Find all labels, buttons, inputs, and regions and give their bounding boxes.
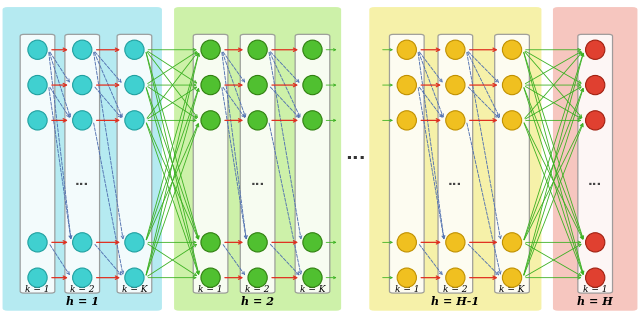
Text: ...: ... (448, 175, 463, 188)
Ellipse shape (445, 40, 465, 59)
FancyBboxPatch shape (295, 34, 330, 293)
Text: ...: ... (250, 175, 265, 188)
FancyBboxPatch shape (390, 34, 424, 293)
Ellipse shape (201, 75, 220, 95)
Text: k = 1: k = 1 (25, 285, 50, 294)
Ellipse shape (248, 111, 268, 130)
FancyBboxPatch shape (117, 34, 152, 293)
Ellipse shape (28, 233, 47, 252)
Ellipse shape (502, 233, 522, 252)
Ellipse shape (445, 268, 465, 287)
Ellipse shape (125, 111, 144, 130)
Text: k = K: k = K (122, 285, 147, 294)
Ellipse shape (502, 40, 522, 59)
Text: ...: ... (75, 175, 90, 188)
Ellipse shape (125, 40, 144, 59)
Text: k = 1: k = 1 (583, 285, 607, 294)
Ellipse shape (586, 268, 605, 287)
FancyBboxPatch shape (438, 34, 473, 293)
Ellipse shape (397, 268, 417, 287)
Text: h = H: h = H (577, 296, 613, 307)
Text: h = 1: h = 1 (66, 296, 99, 307)
Ellipse shape (72, 268, 92, 287)
FancyBboxPatch shape (174, 7, 341, 311)
FancyBboxPatch shape (193, 34, 228, 293)
FancyBboxPatch shape (553, 7, 637, 311)
Ellipse shape (248, 40, 268, 59)
Ellipse shape (445, 111, 465, 130)
Ellipse shape (586, 233, 605, 252)
Ellipse shape (502, 268, 522, 287)
Ellipse shape (201, 111, 220, 130)
Ellipse shape (201, 40, 220, 59)
Ellipse shape (502, 75, 522, 95)
Ellipse shape (445, 75, 465, 95)
Ellipse shape (303, 111, 322, 130)
Ellipse shape (303, 40, 322, 59)
Ellipse shape (125, 75, 144, 95)
Ellipse shape (303, 268, 322, 287)
Text: k = K: k = K (499, 285, 525, 294)
Text: k = 2: k = 2 (70, 285, 95, 294)
FancyBboxPatch shape (369, 7, 541, 311)
Ellipse shape (586, 40, 605, 59)
Ellipse shape (248, 233, 268, 252)
Text: ...: ... (345, 145, 365, 163)
FancyBboxPatch shape (578, 34, 612, 293)
Ellipse shape (28, 40, 47, 59)
FancyBboxPatch shape (495, 34, 529, 293)
Text: h = H-1: h = H-1 (431, 296, 479, 307)
Ellipse shape (248, 268, 268, 287)
Text: k = 2: k = 2 (245, 285, 270, 294)
Ellipse shape (72, 40, 92, 59)
Text: k = 1: k = 1 (394, 285, 419, 294)
Ellipse shape (502, 111, 522, 130)
Ellipse shape (248, 75, 268, 95)
Ellipse shape (72, 233, 92, 252)
Ellipse shape (303, 233, 322, 252)
Ellipse shape (397, 111, 417, 130)
Text: k = 1: k = 1 (198, 285, 223, 294)
FancyBboxPatch shape (20, 34, 55, 293)
Ellipse shape (303, 75, 322, 95)
Text: k = 2: k = 2 (443, 285, 468, 294)
FancyBboxPatch shape (65, 34, 100, 293)
Ellipse shape (397, 233, 417, 252)
Ellipse shape (201, 233, 220, 252)
Ellipse shape (28, 75, 47, 95)
Ellipse shape (586, 111, 605, 130)
FancyBboxPatch shape (240, 34, 275, 293)
Text: ...: ... (588, 175, 602, 188)
Ellipse shape (72, 111, 92, 130)
Text: h = 2: h = 2 (241, 296, 274, 307)
Ellipse shape (586, 75, 605, 95)
Ellipse shape (28, 268, 47, 287)
FancyBboxPatch shape (3, 7, 162, 311)
Ellipse shape (397, 40, 417, 59)
Ellipse shape (125, 233, 144, 252)
Ellipse shape (201, 268, 220, 287)
Ellipse shape (125, 268, 144, 287)
Ellipse shape (28, 111, 47, 130)
Text: k = K: k = K (300, 285, 325, 294)
Ellipse shape (72, 75, 92, 95)
Ellipse shape (397, 75, 417, 95)
Ellipse shape (445, 233, 465, 252)
